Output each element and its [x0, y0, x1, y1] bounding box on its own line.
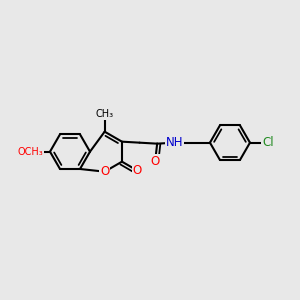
Text: CH₃: CH₃ [96, 109, 114, 119]
Text: Cl: Cl [262, 136, 274, 149]
Text: O: O [29, 145, 38, 158]
Text: O: O [151, 155, 160, 168]
Text: O: O [133, 164, 142, 177]
Text: OCH₃: OCH₃ [18, 147, 44, 157]
Text: NH: NH [166, 136, 184, 149]
Text: O: O [100, 165, 109, 178]
